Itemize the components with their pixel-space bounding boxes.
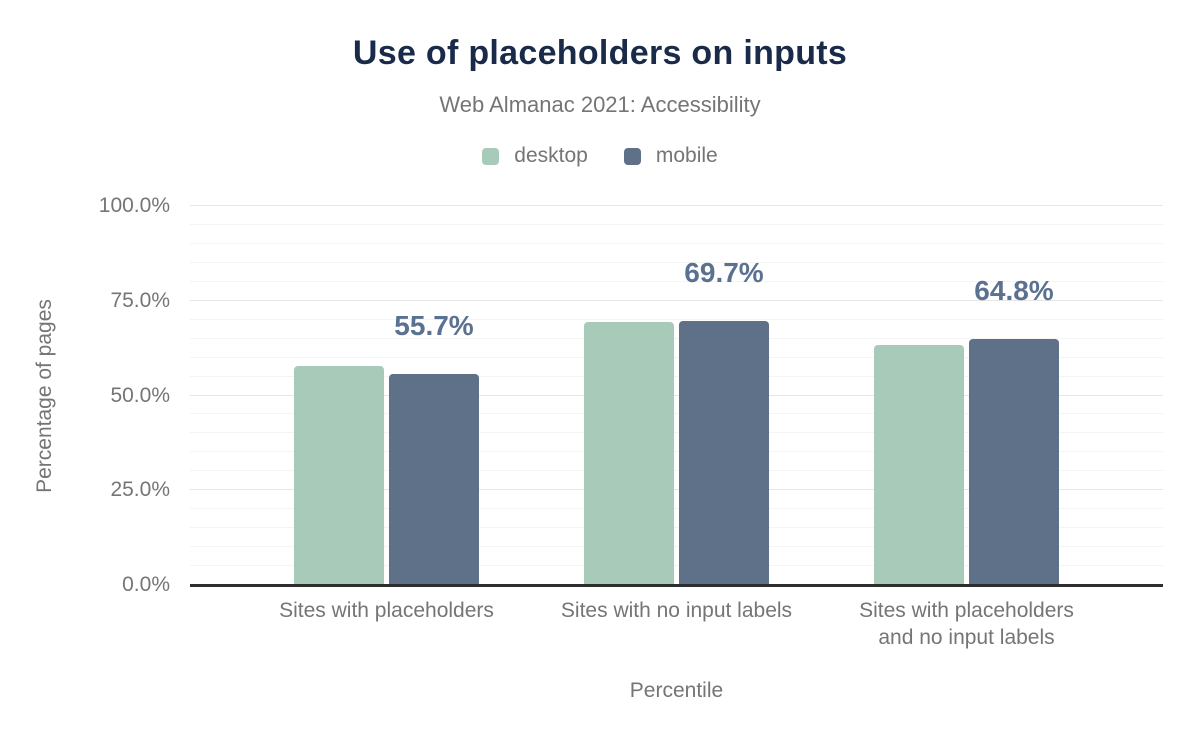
- legend-entry-mobile: mobile: [623, 144, 718, 168]
- y-axis-ticks: 0.0% 25.0% 50.0% 75.0% 100.0%: [0, 194, 180, 596]
- chart-title: Use of placeholders on inputs: [352, 34, 848, 72]
- data-label-3: 64.8%: [974, 275, 1054, 307]
- gridline-minor: [190, 356, 1163, 358]
- gridline-minor: [190, 242, 1163, 244]
- gridline-minor: [190, 451, 1163, 453]
- gridline-major: [190, 299, 1163, 301]
- bar-mobile-2: [679, 320, 769, 585]
- x-category-label-2: Sites with no input labels: [560, 599, 793, 622]
- gridline-minor: [190, 261, 1163, 263]
- gridline-minor: [190, 223, 1163, 225]
- gridline-minor: [190, 318, 1163, 320]
- y-tick-0: 0.0%: [122, 573, 170, 596]
- legend-entry-desktop: desktop: [482, 144, 588, 168]
- y-tick-100: 100.0%: [98, 194, 170, 217]
- data-label-1: 55.7%: [394, 309, 474, 341]
- gridline-minor: [190, 280, 1163, 282]
- bar-desktop-1: [294, 365, 384, 585]
- y-tick-50: 50.0%: [110, 383, 170, 407]
- gridline-minor: [190, 413, 1163, 415]
- chart-subtitle: Web Almanac 2021: Accessibility: [439, 92, 761, 117]
- plot-area: 55.7% 69.7% 64.8%: [190, 205, 1163, 587]
- legend-label-mobile: mobile: [655, 144, 718, 167]
- gridline-minor: [190, 432, 1163, 434]
- x-axis-labels: Sites with placeholders Sites with no inp…: [190, 597, 1163, 657]
- gridline-minor: [190, 375, 1163, 377]
- x-axis-title: Percentile: [629, 679, 724, 702]
- legend: desktop mobile: [0, 144, 1200, 168]
- legend-swatch-desktop: [482, 147, 500, 165]
- gridline-minor: [190, 508, 1163, 510]
- bar-mobile-3: [969, 339, 1059, 585]
- gridline-minor: [190, 546, 1163, 548]
- y-tick-25: 25.0%: [110, 478, 170, 502]
- gridline-major: [190, 205, 1163, 206]
- gridline-major: [190, 394, 1163, 396]
- x-category-label-1: Sites with placeholders: [279, 599, 494, 622]
- x-axis-line: [190, 584, 1163, 587]
- bar-mobile-1: [389, 373, 479, 585]
- bar-desktop-2: [584, 322, 674, 585]
- gridline-minor: [190, 565, 1163, 567]
- gridline-minor: [190, 527, 1163, 529]
- gridline-major: [190, 489, 1163, 491]
- x-category-label-3: Sites with placeholders and no input lab…: [859, 599, 1074, 649]
- gridline-minor: [190, 337, 1163, 339]
- y-tick-75: 75.0%: [110, 288, 170, 312]
- bar-desktop-3: [874, 345, 964, 585]
- legend-swatch-mobile: [623, 147, 641, 165]
- gridline-minor: [190, 470, 1163, 472]
- data-label-2: 69.7%: [684, 256, 764, 288]
- bar-group-1: 55.7%: [294, 206, 479, 585]
- legend-label-desktop: desktop: [514, 144, 588, 167]
- bar-group-3: 64.8%: [874, 206, 1059, 585]
- bar-group-2: 69.7%: [584, 206, 769, 585]
